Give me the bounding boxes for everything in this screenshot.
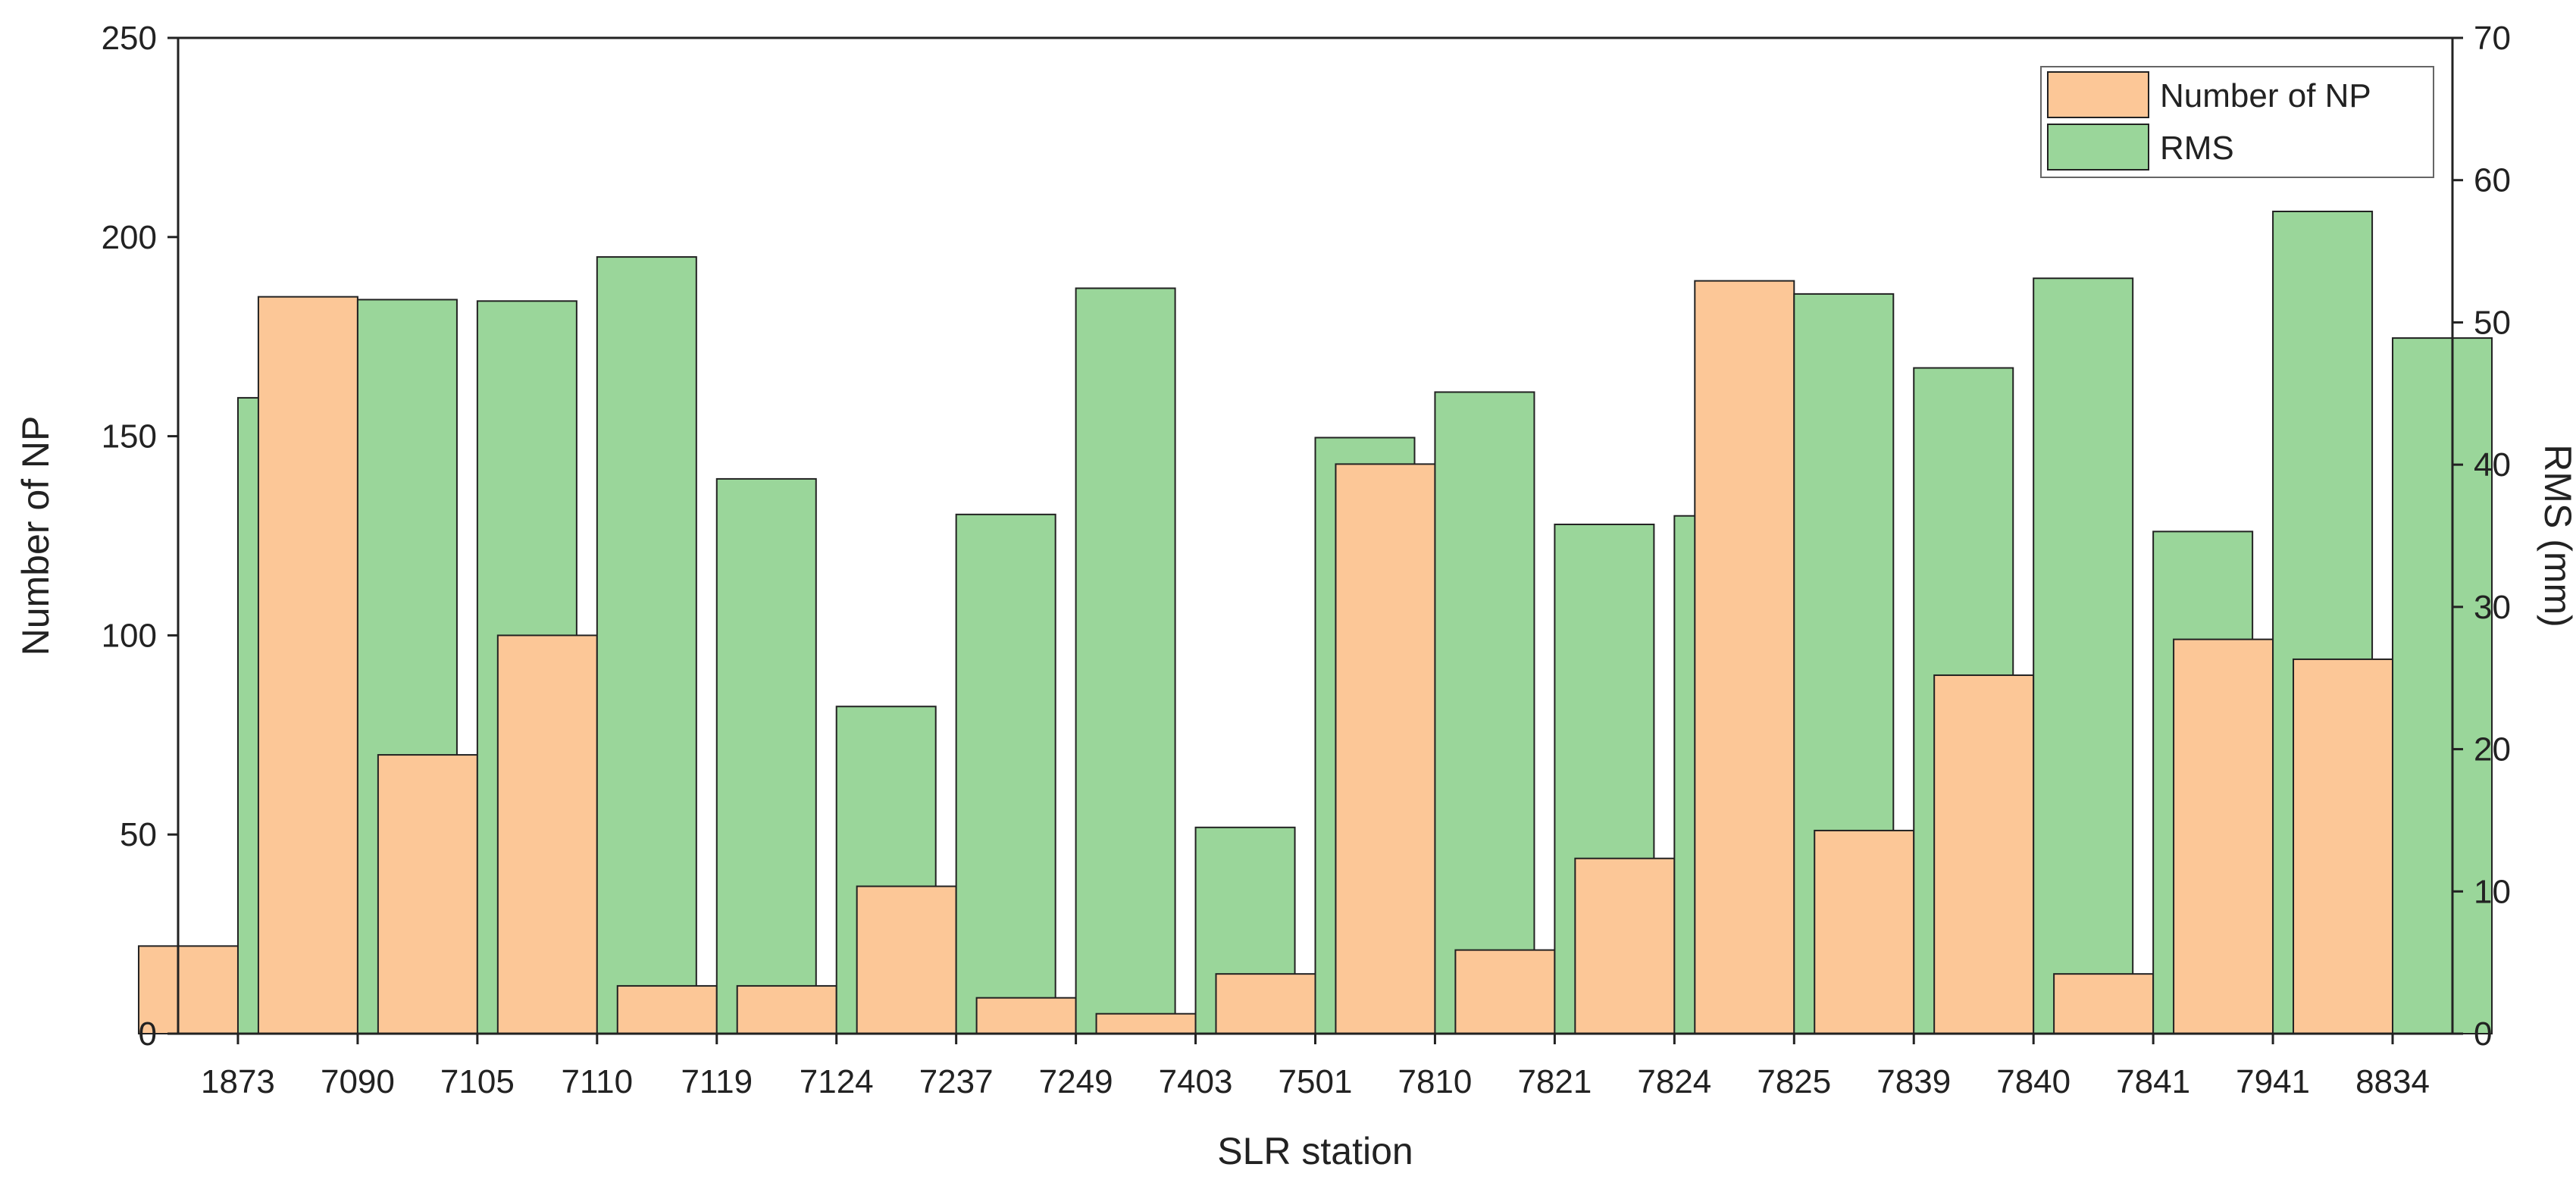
y-right-tick-label: 20	[2474, 731, 2511, 768]
bar-rms-7110	[596, 256, 697, 1035]
x-tick-label: 8834	[2355, 1063, 2430, 1100]
y-left-tick-label: 150	[102, 418, 157, 455]
x-tick-label: 7124	[800, 1063, 874, 1100]
bar-rms-7249	[1075, 287, 1176, 1034]
bar-number-of-np-7825	[1694, 280, 1795, 1034]
bar-number-of-np-1873	[137, 945, 239, 1035]
legend-label-rms: RMS	[2160, 130, 2234, 167]
x-tick-label: 7501	[1279, 1063, 1353, 1100]
bar-rms-7119	[715, 477, 817, 1034]
y-axis-right-title: RMS (mm)	[2537, 444, 2576, 627]
x-tick-label: 7839	[1876, 1063, 1951, 1100]
bar-number-of-np-7501	[1215, 973, 1316, 1035]
bar-number-of-np-7840	[1933, 674, 2035, 1035]
y-right-tick-label: 70	[2474, 20, 2511, 57]
x-tick-label: 7237	[919, 1063, 994, 1100]
x-tick-label: 7105	[440, 1063, 515, 1100]
x-tick-label: 7840	[1996, 1063, 2071, 1100]
y-right-tick-label: 0	[2474, 1015, 2492, 1053]
bars-layer	[137, 211, 2493, 1035]
bar-number-of-np-7105	[377, 754, 478, 1035]
bar-rms-8834	[2392, 337, 2493, 1034]
bar-number-of-np-7124	[736, 984, 837, 1034]
x-tick-label: 7821	[1517, 1063, 1592, 1100]
bar-rms-7810	[1434, 391, 1535, 1034]
x-axis-title: SLR station	[1217, 1130, 1413, 1172]
y-left-tick-label: 100	[102, 617, 157, 654]
y-right-tick-label: 50	[2474, 304, 2511, 341]
x-tick-label: 7119	[681, 1063, 753, 1100]
y-axis-left-title: Number of NP	[14, 416, 57, 656]
x-tick-label: 1873	[201, 1063, 275, 1100]
x-tick-label: 7825	[1757, 1063, 1831, 1100]
bar-number-of-np-7403	[1095, 1012, 1197, 1034]
bar-rms-7840	[2033, 277, 2134, 1035]
x-tick-label: 7249	[1039, 1063, 1113, 1100]
bar-number-of-np-7249	[975, 997, 1077, 1035]
y-left-tick-label: 0	[139, 1015, 157, 1053]
y-right-tick-label: 60	[2474, 162, 2511, 199]
legend: Number of NP RMS	[2040, 66, 2434, 178]
bar-number-of-np-7821	[1454, 949, 1556, 1035]
bar-number-of-np-7237	[856, 885, 957, 1034]
x-tick-label: 7110	[562, 1063, 634, 1100]
y-right-tick-label: 30	[2474, 589, 2511, 626]
y-left-tick-label: 50	[120, 816, 157, 853]
bar-number-of-np-8834	[2293, 658, 2394, 1034]
legend-swatch-number-of-np	[2047, 71, 2149, 118]
bar-number-of-np-7941	[2173, 638, 2274, 1034]
x-tick-label: 7403	[1159, 1063, 1233, 1100]
bar-number-of-np-7824	[1574, 857, 1676, 1034]
axes-layer: 1873 7090 7105 7110 7119 7124 7237 7249 7403 7501…	[102, 20, 2511, 1100]
bar-number-of-np-7810	[1335, 463, 1436, 1034]
bar-number-of-np-7839	[1814, 829, 1915, 1034]
y-right-tick-label: 10	[2474, 873, 2511, 910]
x-tick-label: 7841	[2116, 1063, 2190, 1100]
bar-number-of-np-7090	[257, 296, 358, 1034]
x-tick-label: 7824	[1637, 1063, 1711, 1100]
y-left-tick-label: 200	[102, 219, 157, 256]
bar-number-of-np-7119	[616, 984, 718, 1034]
bar-rms-7237	[955, 513, 1056, 1034]
bar-number-of-np-7841	[2053, 973, 2155, 1035]
x-tick-label: 7810	[1398, 1063, 1473, 1100]
legend-label-number-of-np: Number of NP	[2160, 77, 2371, 114]
x-tick-label: 7941	[2236, 1063, 2310, 1100]
y-left-tick-label: 250	[102, 20, 157, 57]
y-right-tick-label: 40	[2474, 446, 2511, 483]
legend-swatch-rms	[2047, 124, 2149, 171]
bar-number-of-np-7110	[496, 634, 598, 1034]
x-tick-label: 7090	[321, 1063, 395, 1100]
